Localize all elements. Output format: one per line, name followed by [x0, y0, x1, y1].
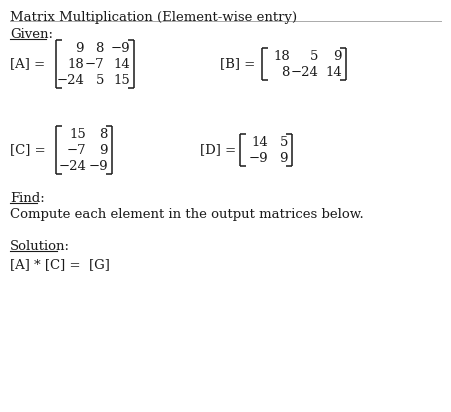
Text: 8: 8 [96, 42, 104, 54]
Text: [A] * [C] =  [G]: [A] * [C] = [G] [10, 258, 110, 271]
Text: Solution:: Solution: [10, 240, 70, 253]
Text: 9: 9 [333, 49, 342, 63]
Text: 9: 9 [280, 152, 288, 164]
Text: −7: −7 [66, 143, 86, 157]
Text: 8: 8 [100, 127, 108, 140]
Text: [A] =: [A] = [10, 58, 45, 70]
Text: [B] =: [B] = [220, 58, 255, 70]
Text: 14: 14 [113, 58, 130, 70]
Text: −9: −9 [110, 42, 130, 54]
Text: 18: 18 [273, 49, 290, 63]
Text: 5: 5 [96, 73, 104, 87]
Text: 9: 9 [100, 143, 108, 157]
Text: 14: 14 [251, 136, 268, 148]
Text: −9: −9 [88, 159, 108, 173]
Text: 8: 8 [281, 66, 290, 79]
Text: −7: −7 [84, 58, 104, 70]
Text: 14: 14 [325, 66, 342, 79]
Text: 5: 5 [280, 136, 288, 148]
Text: −9: −9 [249, 152, 268, 164]
Text: −24: −24 [58, 159, 86, 173]
Text: 18: 18 [67, 58, 84, 70]
Text: −24: −24 [56, 73, 84, 87]
Text: [C] =: [C] = [10, 143, 46, 157]
Text: 9: 9 [75, 42, 84, 54]
Text: 15: 15 [113, 73, 130, 87]
Text: Matrix Multiplication (Element-wise entry): Matrix Multiplication (Element-wise entr… [10, 11, 297, 24]
Text: −24: −24 [290, 66, 318, 79]
Text: Given:: Given: [10, 28, 53, 41]
Text: Find:: Find: [10, 192, 45, 205]
Text: 5: 5 [310, 49, 318, 63]
Text: Compute each element in the output matrices below.: Compute each element in the output matri… [10, 208, 364, 221]
Text: [D] =: [D] = [200, 143, 236, 157]
Text: 15: 15 [69, 127, 86, 140]
